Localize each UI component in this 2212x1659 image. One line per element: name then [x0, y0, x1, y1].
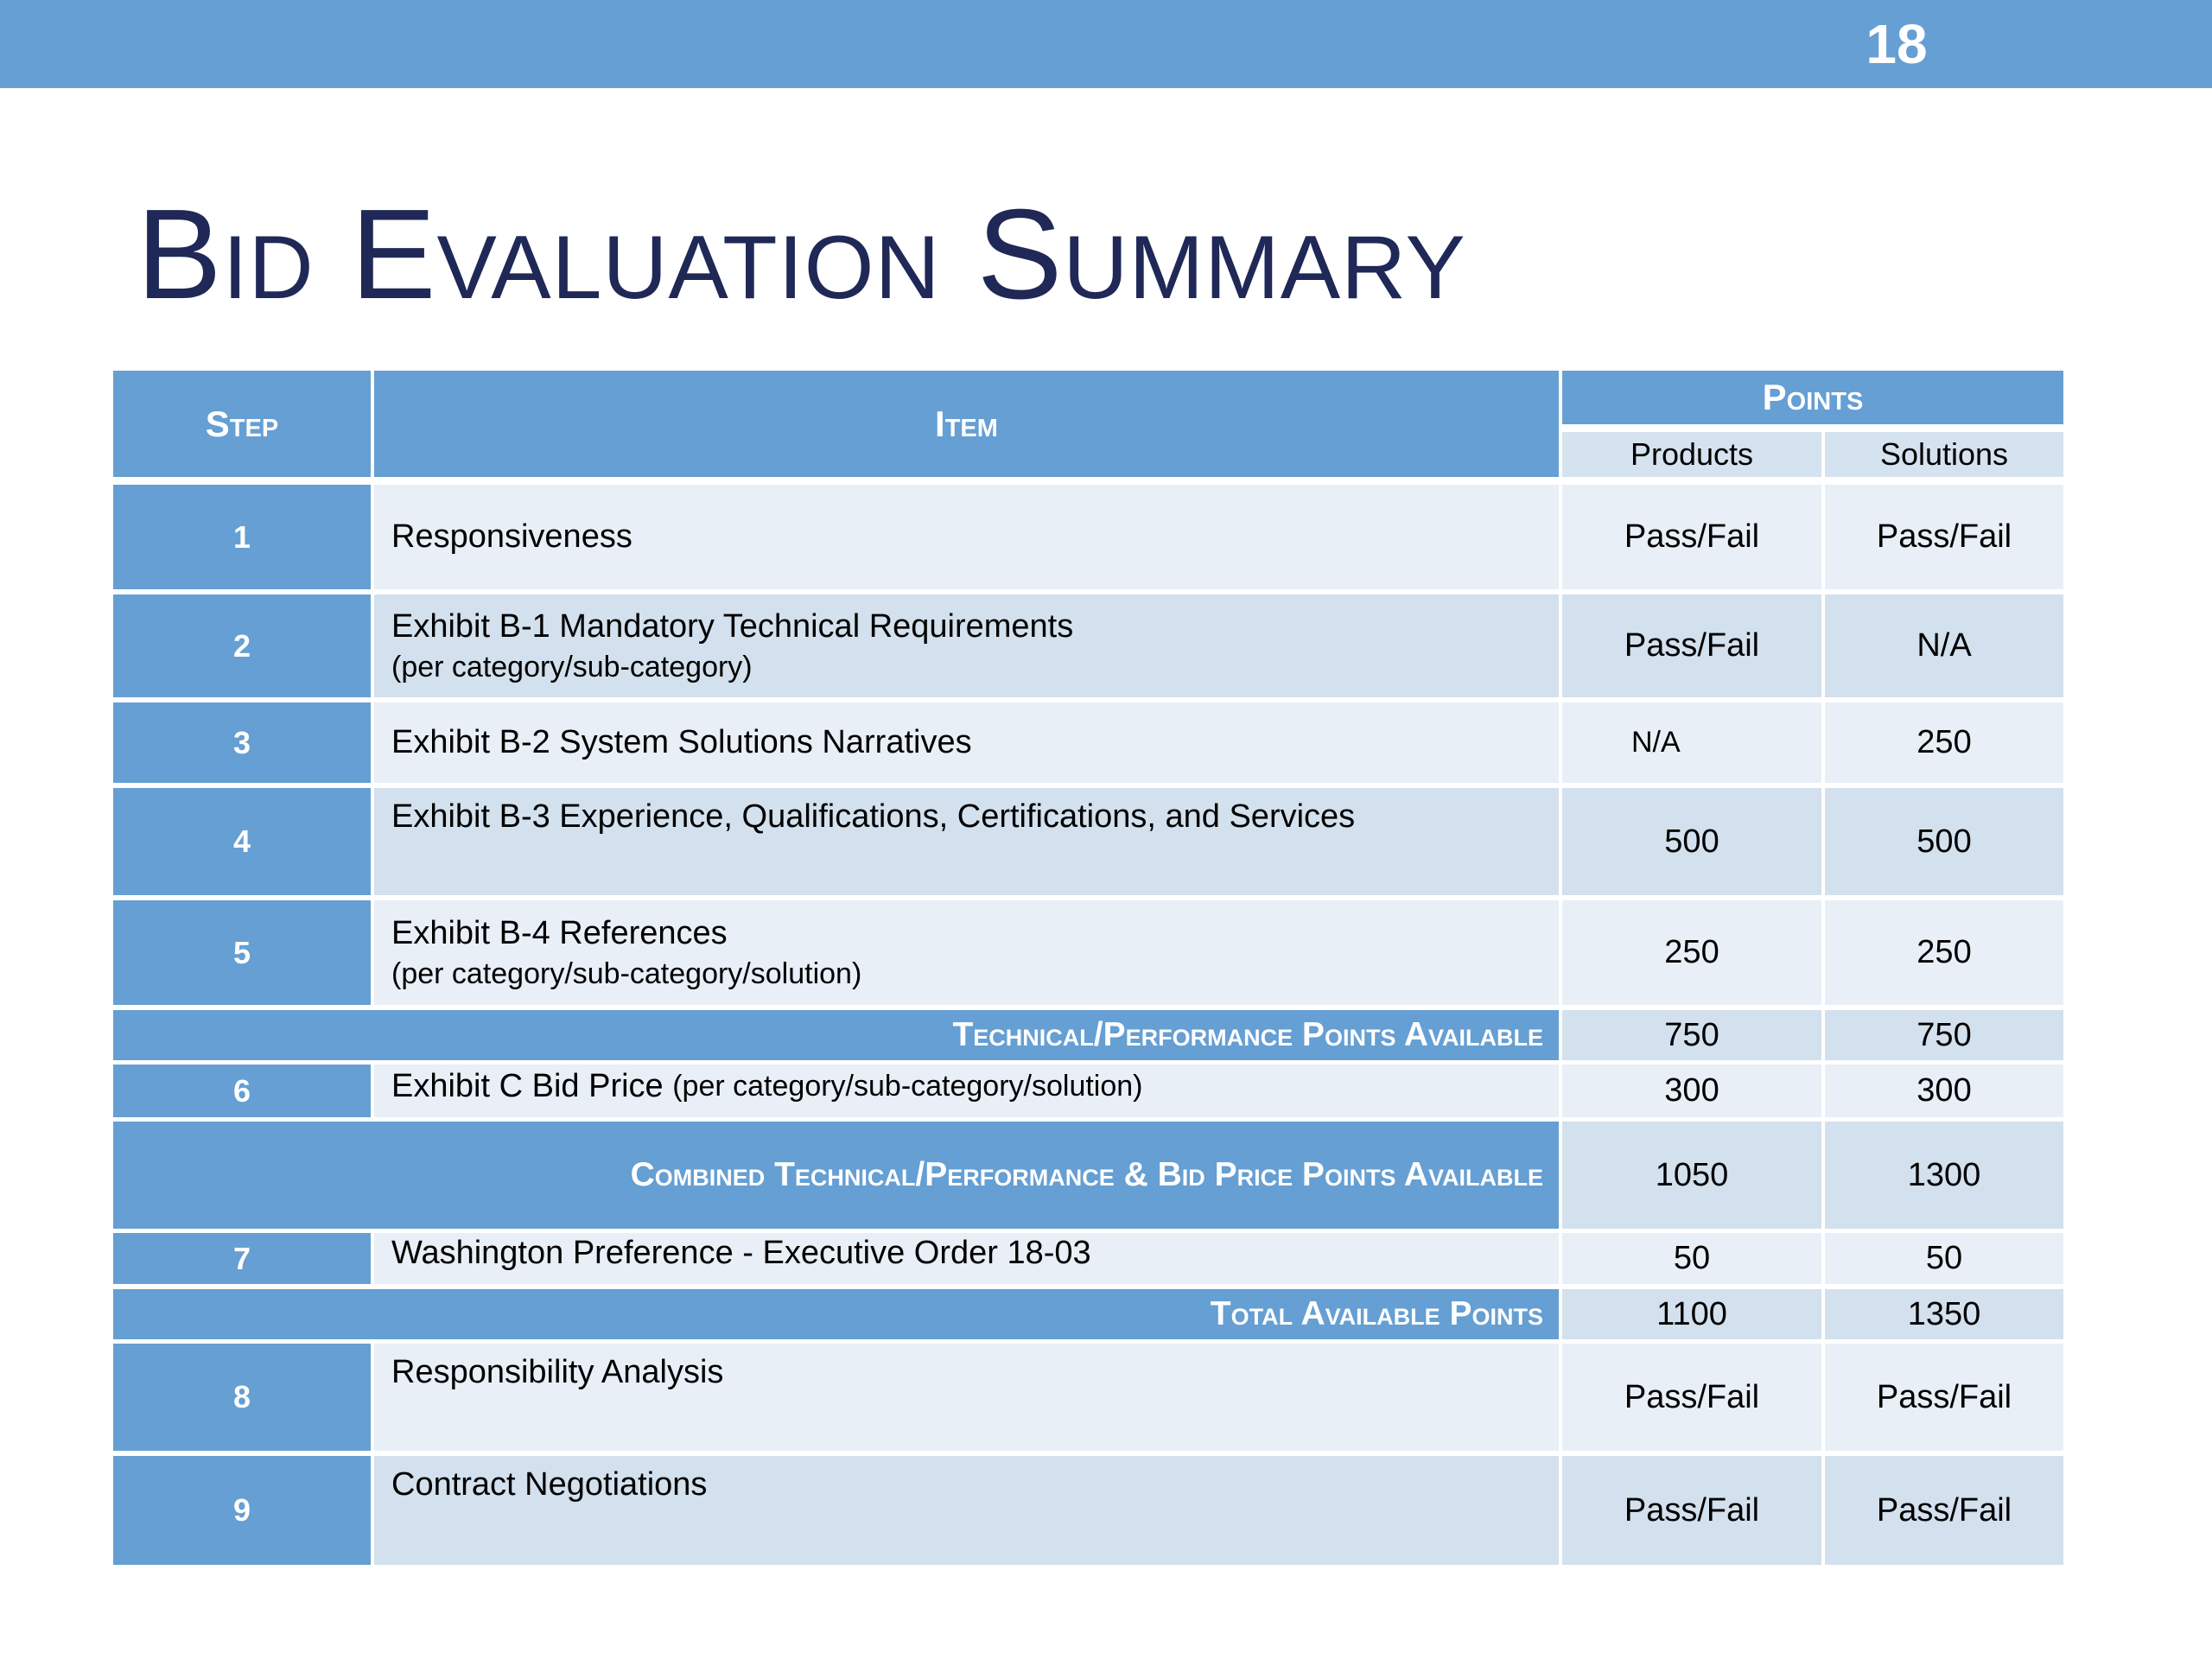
solutions-value: Pass/Fail: [1825, 1344, 2063, 1451]
solutions-value: 250: [1825, 900, 2063, 1005]
item-note: (per category/sub-category): [391, 650, 753, 683]
item-washington-preference: Washington Preference - Executive Order …: [374, 1233, 1559, 1284]
item-label: Exhibit C Bid Price: [391, 1068, 664, 1104]
page-number: 18: [1866, 13, 1928, 75]
item-exhibit-b2: Exhibit B-2 System Solutions Narratives: [374, 702, 1559, 783]
step-8-cell: 8: [113, 1344, 371, 1451]
solutions-value: N/A: [1825, 594, 2063, 697]
header-bar: [0, 0, 2212, 88]
combined-points-label: Combined Technical/Performance & Bid Pri…: [113, 1122, 1559, 1229]
total-points-label: Total Available Points: [113, 1289, 1559, 1339]
item-exhibit-b4: Exhibit B-4 References (per category/sub…: [374, 900, 1559, 1005]
item-exhibit-b1: Exhibit B-1 Mandatory Technical Requirem…: [374, 594, 1559, 697]
step-3-cell: 3: [113, 702, 371, 783]
step-7-cell: 7: [113, 1233, 371, 1284]
products-value: 250: [1562, 900, 1821, 1005]
total-products: 1100: [1562, 1289, 1821, 1339]
points-column-header: Points: [1562, 371, 2063, 424]
technical-solutions-total: 750: [1825, 1010, 2063, 1060]
step-column-header: Step: [113, 371, 371, 477]
solutions-value: 250: [1825, 702, 2063, 783]
combined-products-total: 1050: [1562, 1122, 1821, 1229]
solutions-value: Pass/Fail: [1825, 485, 2063, 589]
technical-products-total: 750: [1562, 1010, 1821, 1060]
step-2-cell: 2: [113, 594, 371, 697]
item-label: Exhibit B-4 References: [391, 914, 728, 951]
item-exhibit-b3: Exhibit B-3 Experience, Qualifications, …: [374, 788, 1559, 895]
products-value: Pass/Fail: [1562, 1344, 1821, 1451]
item-label: Exhibit B-1 Mandatory Technical Requirem…: [391, 607, 1074, 645]
solutions-value: 50: [1825, 1233, 2063, 1284]
products-value: Pass/Fail: [1562, 1456, 1821, 1565]
solutions-value: Pass/Fail: [1825, 1456, 2063, 1565]
solutions-column-header: Solutions: [1825, 432, 2063, 477]
item-exhibit-c: Exhibit C Bid Price (per category/sub-ca…: [374, 1065, 1559, 1117]
solutions-value: 500: [1825, 788, 2063, 895]
step-4-cell: 4: [113, 788, 371, 895]
products-value: 50: [1562, 1233, 1821, 1284]
item-responsiveness: Responsiveness: [374, 485, 1559, 589]
products-value: 500: [1562, 788, 1821, 895]
products-column-header: Products: [1562, 432, 1821, 477]
products-value: 300: [1562, 1065, 1821, 1117]
item-responsibility-analysis: Responsibility Analysis: [374, 1344, 1559, 1451]
products-value: N/A: [1562, 702, 1821, 783]
bid-evaluation-table: Step Item Points Products Solutions 1 Re…: [113, 371, 2063, 1565]
step-9-cell: 9: [113, 1456, 371, 1565]
total-solutions: 1350: [1825, 1289, 2063, 1339]
products-value: Pass/Fail: [1562, 485, 1821, 589]
products-value: Pass/Fail: [1562, 594, 1821, 697]
item-column-header: Item: [374, 371, 1559, 477]
item-note: (per category/sub-category/solution): [672, 1070, 1143, 1103]
item-contract-negotiations: Contract Negotiations: [374, 1456, 1559, 1565]
technical-points-label: Technical/Performance Points Available: [113, 1010, 1559, 1060]
combined-solutions-total: 1300: [1825, 1122, 2063, 1229]
step-1-cell: 1: [113, 485, 371, 589]
page-title: Bid Evaluation Summary: [137, 183, 1466, 326]
solutions-value: 300: [1825, 1065, 2063, 1117]
item-note: (per category/sub-category/solution): [391, 957, 862, 990]
step-5-cell: 5: [113, 900, 371, 1005]
step-6-cell: 6: [113, 1065, 371, 1117]
